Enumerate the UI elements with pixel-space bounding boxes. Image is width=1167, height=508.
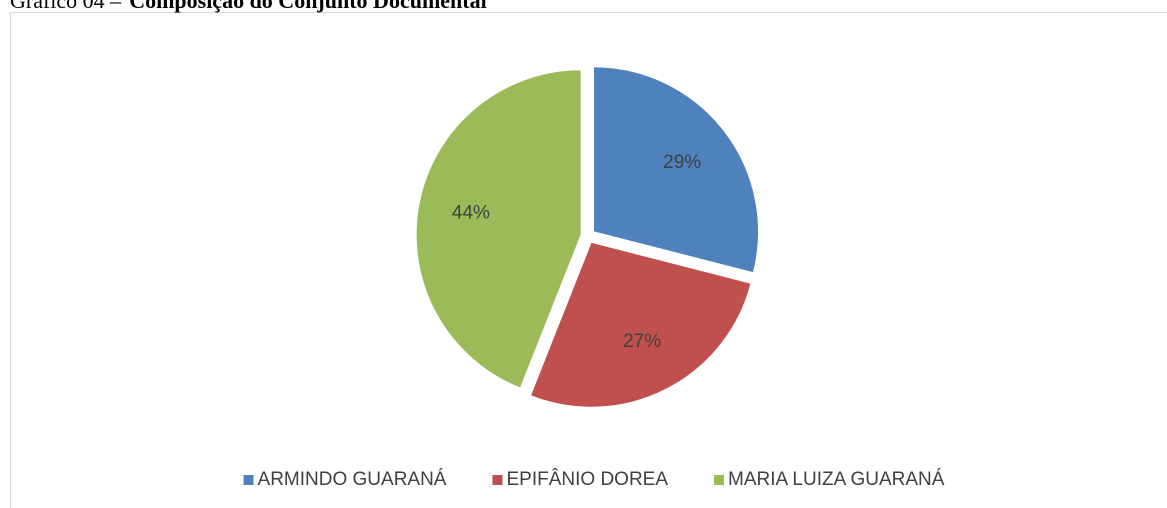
- pie-slice: [415, 69, 582, 389]
- pie-slice: [529, 241, 752, 408]
- legend-swatch: [243, 475, 254, 485]
- legend-swatch: [492, 475, 503, 485]
- legend-swatch: [714, 475, 725, 485]
- pie-slice: [593, 66, 760, 274]
- figure-label: Gráfico 04 –: [10, 0, 122, 13]
- title-text: Composição do Conjunto Documental: [129, 0, 487, 13]
- data-label: 44%: [452, 203, 490, 224]
- legend-label: ARMINDO GUARANÁ: [258, 469, 447, 490]
- data-label: 29%: [663, 152, 701, 173]
- legend-label: EPIFÂNIO DOREA: [506, 468, 668, 490]
- chart-title: Gráfico 04 – Composição do Conjunto Docum…: [10, 0, 487, 13]
- data-label: 27%: [623, 331, 661, 352]
- legend-label: MARIA LUIZA GUARANÁ: [728, 469, 945, 490]
